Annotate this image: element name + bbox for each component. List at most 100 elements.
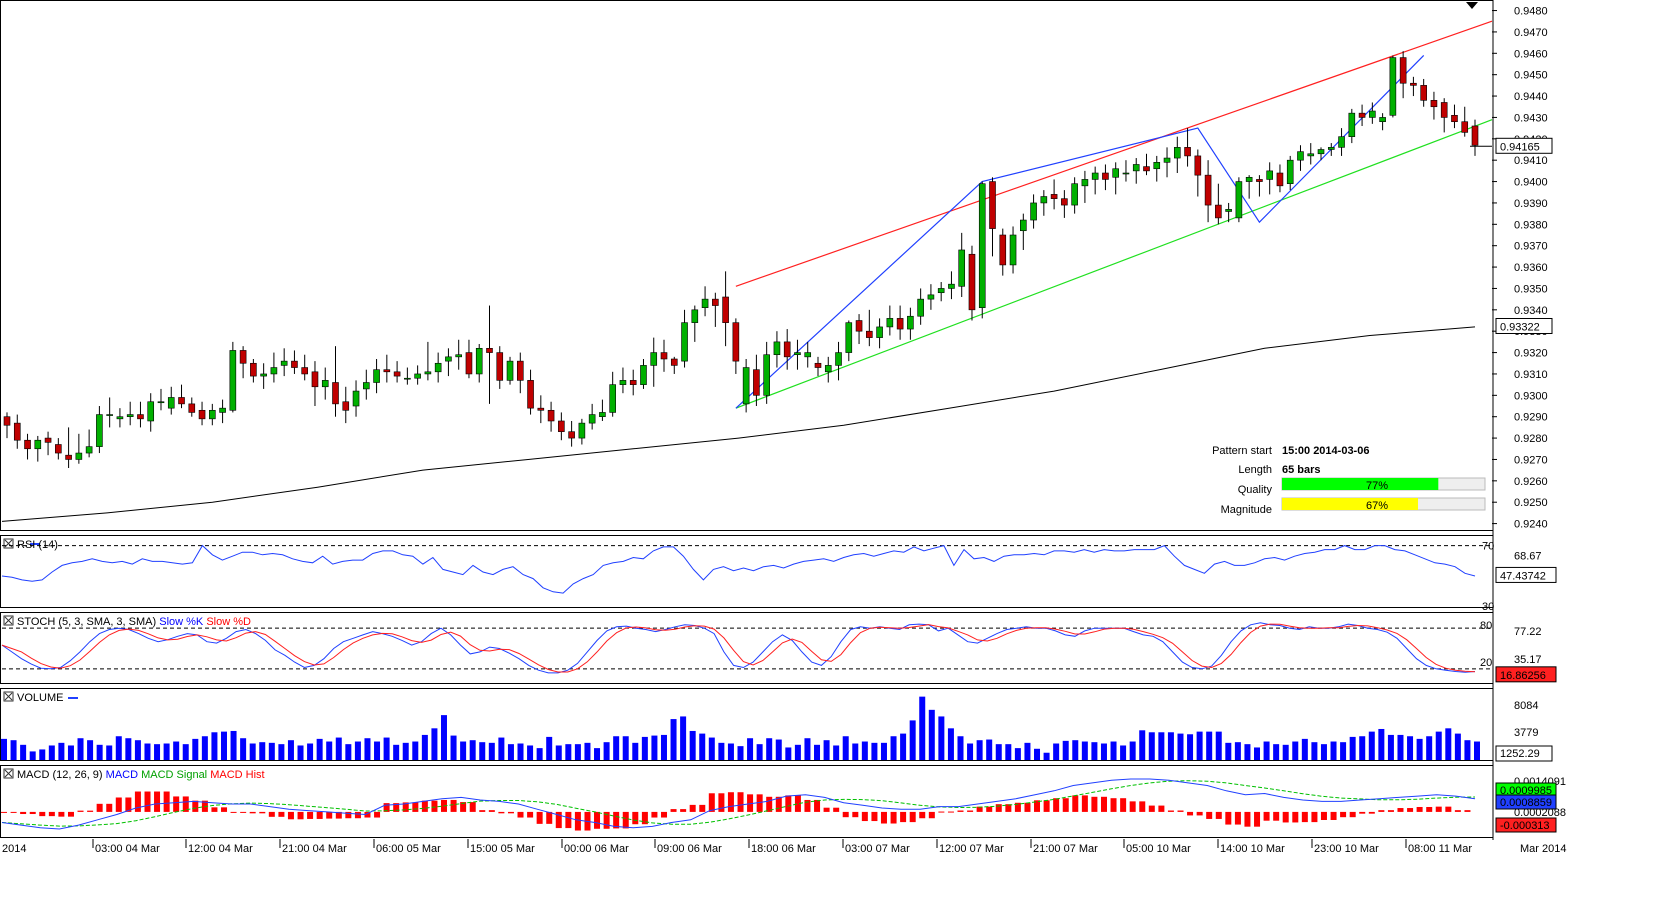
macd-hist-bar xyxy=(833,807,840,812)
candle-body xyxy=(516,360,524,381)
macd-hist-bar xyxy=(1454,810,1461,812)
candle xyxy=(1009,226,1017,274)
volume-value-upper: 8084 xyxy=(1514,700,1538,712)
macd-hist-bar xyxy=(1225,811,1232,825)
volume-bar xyxy=(632,742,639,760)
candle-body xyxy=(147,401,155,422)
macd-hist-bar xyxy=(469,802,476,812)
candle xyxy=(363,369,370,400)
candle xyxy=(1194,149,1202,197)
x-tick-label: 08:00 11 Mar xyxy=(1408,843,1472,855)
volume-bar xyxy=(823,740,830,760)
volume-bar xyxy=(814,744,821,760)
candle-body xyxy=(383,369,391,373)
volume-bar xyxy=(527,745,534,760)
candle xyxy=(958,232,966,297)
macd-hist-bar xyxy=(708,793,715,812)
macd-hist-bar xyxy=(622,811,629,829)
candle xyxy=(1379,113,1386,131)
macd-hist-bar xyxy=(106,803,113,812)
volume-bar xyxy=(766,738,773,760)
macd-hist-bar xyxy=(1426,806,1433,812)
candle-body xyxy=(65,454,72,460)
volume-bar xyxy=(326,741,333,760)
volume-bar xyxy=(1311,742,1318,760)
macd-hist-bar xyxy=(230,811,237,813)
volume-bar xyxy=(39,749,46,760)
macd-hist-bar xyxy=(565,811,572,829)
macd-hist-bar xyxy=(1206,811,1213,819)
macd-hist-bar xyxy=(421,800,428,812)
candle xyxy=(691,305,699,342)
macd-hist-bar xyxy=(775,796,782,812)
volume-bar xyxy=(440,715,447,760)
candle-body xyxy=(814,362,822,368)
candle-body xyxy=(1256,179,1263,182)
volume-bar xyxy=(230,730,237,760)
volume-bar xyxy=(278,744,285,760)
macd-hist-bar xyxy=(1014,802,1021,812)
candle xyxy=(1061,190,1068,218)
volume-current-box xyxy=(1495,745,1553,762)
volume-bar xyxy=(106,745,113,760)
price-panel: 0.9480 0.9470 0.9460 0.9450 0.9440 0.9430 0.94… xyxy=(1,2,1553,531)
volume-bar xyxy=(919,696,926,760)
price-tick-label: 0.9300 xyxy=(1514,390,1548,402)
volume-bar xyxy=(192,738,199,760)
candle xyxy=(1163,147,1171,178)
macd-hist-bar xyxy=(594,811,601,829)
volume-bar xyxy=(1177,733,1184,760)
macd-hist-box xyxy=(1495,817,1557,833)
candle-body xyxy=(609,384,616,413)
candle-body xyxy=(1204,174,1212,206)
macd-hist-value: -0.000313 xyxy=(1500,820,1550,832)
candle-body xyxy=(455,354,462,358)
volume-bar xyxy=(1407,736,1414,760)
macd-hist-bar xyxy=(1387,810,1394,812)
volume-bar xyxy=(670,719,677,760)
volume-bar xyxy=(307,743,314,760)
candle-body xyxy=(3,416,11,426)
candle-body xyxy=(188,403,196,413)
candle xyxy=(3,412,11,439)
candle xyxy=(619,367,627,394)
macd-hist-bar xyxy=(1148,805,1155,812)
volume-bar xyxy=(1225,742,1232,760)
volume-label: VOLUME xyxy=(17,692,63,704)
macd-hist-bar xyxy=(1120,798,1127,812)
candle xyxy=(321,367,329,400)
candle-body xyxy=(321,380,329,388)
volume-bar xyxy=(880,742,887,760)
candle-body xyxy=(681,322,688,362)
candle xyxy=(773,331,781,368)
volume-bar xyxy=(87,740,94,760)
candle xyxy=(1102,164,1109,191)
candle xyxy=(937,282,945,302)
macd-hist-bar xyxy=(335,811,342,819)
price-tick-label: 0.9380 xyxy=(1514,219,1548,231)
candle-body xyxy=(1266,170,1273,180)
volume-bar xyxy=(29,751,36,760)
candle xyxy=(65,427,72,469)
candle-body xyxy=(414,373,421,379)
volume-bar xyxy=(871,742,878,760)
candle xyxy=(496,346,504,389)
volume-bar xyxy=(154,744,161,760)
candle-body xyxy=(1009,234,1017,266)
macd-signal-value: 0.0008859 xyxy=(1500,797,1552,809)
macd-hist-bar xyxy=(240,811,247,813)
macd-hist-bar xyxy=(613,811,620,829)
candle-body xyxy=(301,367,309,375)
volume-bar xyxy=(1254,747,1261,760)
candle-body xyxy=(722,296,729,323)
candle-body xyxy=(855,320,863,332)
volume-bar xyxy=(1244,744,1251,760)
x-tick-label: 03:00 07 Mar xyxy=(845,843,910,855)
candle-body xyxy=(1430,100,1438,108)
macd-hist-bar xyxy=(555,811,562,829)
candle xyxy=(1358,104,1366,126)
candle-body xyxy=(209,409,216,420)
candle xyxy=(1286,155,1294,191)
volume-bar xyxy=(804,738,811,760)
macd-hist-bar xyxy=(297,811,304,820)
